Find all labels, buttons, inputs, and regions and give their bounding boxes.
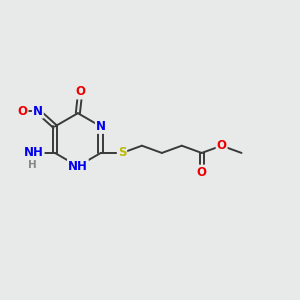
- Text: O: O: [217, 139, 226, 152]
- Text: H: H: [28, 160, 37, 170]
- Text: N: N: [96, 120, 106, 133]
- Text: O: O: [197, 166, 207, 178]
- Text: N: N: [33, 105, 43, 118]
- Text: NH: NH: [24, 146, 44, 159]
- Text: O: O: [17, 105, 28, 118]
- Text: O: O: [75, 85, 85, 98]
- Text: S: S: [118, 146, 126, 159]
- Text: NH: NH: [68, 160, 88, 173]
